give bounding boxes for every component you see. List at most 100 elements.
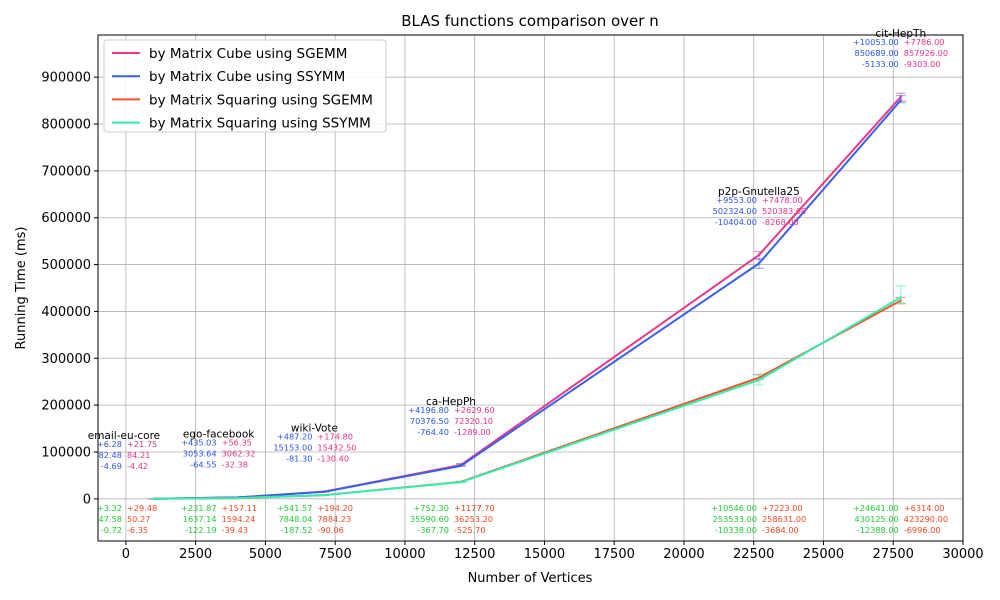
x-tick-label: 12500 bbox=[454, 547, 495, 562]
annotation-text: -5133.00 bbox=[862, 59, 899, 69]
annotation-text: -187.52 bbox=[281, 525, 313, 535]
plot-frame bbox=[97, 34, 964, 542]
legend-label: by Matrix Cube using SSYMM bbox=[149, 69, 345, 85]
annotation-text: +6314.00 bbox=[904, 503, 945, 513]
data-point bbox=[459, 480, 463, 484]
annotation-text: +541.57 bbox=[277, 503, 313, 513]
x-tick-label: 7500 bbox=[319, 547, 352, 562]
annotation-text: -9303.00 bbox=[904, 59, 941, 69]
annotation-text: +231.87 bbox=[181, 503, 217, 513]
dataset-labels: email-eu-core ego-facebook wiki-Vote ca-Hep… bbox=[88, 28, 926, 442]
annotation-text: -10338.00 bbox=[715, 525, 757, 535]
annotation-text: -122.19 bbox=[185, 525, 217, 535]
annotation-text: 7884.23 bbox=[317, 514, 351, 524]
y-tick-label: 200000 bbox=[41, 399, 91, 414]
annotation-text: 857926.00 bbox=[904, 48, 948, 58]
annotation-text: -6.35 bbox=[127, 525, 148, 535]
annotation-text: -64.55 bbox=[190, 459, 216, 469]
annotation-text: 82.48 bbox=[98, 450, 121, 460]
series-lines bbox=[148, 92, 906, 501]
y-tick-label: 300000 bbox=[41, 352, 91, 367]
y-tick-label: 900000 bbox=[41, 71, 91, 86]
annotation-text: -4.69 bbox=[101, 461, 122, 471]
annotation-text: +21.75 bbox=[127, 439, 157, 449]
annotation-text: 253533.00 bbox=[713, 514, 757, 524]
x-tick-label: 20000 bbox=[663, 547, 704, 562]
annotation-text: -525.70 bbox=[454, 525, 486, 535]
annotation-text: +194.20 bbox=[317, 503, 353, 513]
annotation-text: -10404.00 bbox=[715, 217, 757, 227]
dataset-label: ca-HepPh bbox=[426, 396, 476, 408]
annotation-text: 70376.50 bbox=[410, 416, 449, 426]
annotation-text: 3053.64 bbox=[183, 448, 217, 458]
x-tick-label: 15000 bbox=[524, 547, 565, 562]
ticks: 0 2500 5000 7500 10000 12500 15000 17500 20000 22… bbox=[41, 71, 983, 562]
annotation-text: +7223.00 bbox=[762, 503, 803, 513]
chart-title: BLAS functions comparison over n bbox=[401, 12, 658, 30]
legend: by Matrix Cube using SGEMM by Matrix Cube… bbox=[103, 39, 387, 133]
dataset-label: cit-HepTh bbox=[875, 28, 926, 40]
y-tick-label: 700000 bbox=[41, 164, 91, 179]
annotation-text: 258631.00 bbox=[762, 514, 806, 524]
data-point bbox=[237, 496, 240, 500]
data-point bbox=[757, 253, 761, 257]
annotation-text: 1637.14 bbox=[183, 514, 217, 524]
annotation-text: 47.58 bbox=[98, 514, 121, 524]
annotation-text: -764.40 bbox=[417, 427, 449, 437]
annotation-text: +7478.00 bbox=[762, 195, 803, 205]
x-tick-label: 5000 bbox=[249, 547, 282, 562]
annotation-text: 502324.00 bbox=[713, 206, 757, 216]
annotation-text: 7848.04 bbox=[279, 514, 313, 524]
annotation-text: +56.35 bbox=[222, 437, 252, 447]
data-point bbox=[757, 262, 761, 265]
annotation-text: -4.42 bbox=[127, 461, 148, 471]
annotation-text: +157.11 bbox=[222, 503, 258, 513]
annotation-text: +2629.60 bbox=[454, 405, 495, 415]
annotation-text: +487.20 bbox=[277, 432, 313, 442]
data-point bbox=[459, 464, 463, 468]
annotation-text: +174.80 bbox=[317, 432, 353, 442]
x-tick-label: 2500 bbox=[179, 547, 212, 562]
y-tick-label: 100000 bbox=[41, 445, 91, 460]
y-tick-label: 800000 bbox=[41, 118, 91, 133]
x-tick-label: 30000 bbox=[942, 547, 983, 562]
annotation-text: -8268.00 bbox=[762, 217, 799, 227]
x-axis-label: Number of Vertices bbox=[468, 571, 593, 586]
annotation-text: 15153.00 bbox=[273, 443, 312, 453]
data-point bbox=[899, 99, 902, 102]
data-point bbox=[323, 490, 326, 493]
annotation-text: +1177.70 bbox=[454, 503, 495, 513]
series-line bbox=[153, 296, 902, 500]
annotation-text: -90.06 bbox=[317, 525, 343, 535]
annotation-text: 3062.32 bbox=[222, 448, 256, 458]
y-tick-label: 600000 bbox=[41, 211, 91, 226]
y-tick-label: 400000 bbox=[41, 305, 91, 320]
annotation-text: +435.03 bbox=[181, 437, 217, 447]
y-tick-label: 0 bbox=[83, 492, 91, 507]
annotation-text: -6996.00 bbox=[904, 525, 941, 535]
legend-box bbox=[103, 39, 387, 133]
y-tick-label: 500000 bbox=[41, 258, 91, 273]
annotation-text: 15432.50 bbox=[317, 443, 356, 453]
annotation-text: 50.27 bbox=[127, 514, 150, 524]
annotation-text: -0.72 bbox=[101, 525, 122, 535]
legend-label: by Matrix Cube using SGEMM bbox=[149, 46, 347, 62]
annotation-text: 423290.00 bbox=[904, 514, 948, 524]
x-tick-label: 22500 bbox=[733, 547, 774, 562]
x-tick-label: 27500 bbox=[873, 547, 914, 562]
annotation-text: 36253.20 bbox=[454, 514, 493, 524]
annotation-text: 84.21 bbox=[127, 450, 150, 460]
dataset-label: p2p-Gnutella25 bbox=[718, 186, 800, 198]
dataset-label: wiki-Vote bbox=[291, 423, 338, 435]
data-point bbox=[899, 296, 902, 299]
